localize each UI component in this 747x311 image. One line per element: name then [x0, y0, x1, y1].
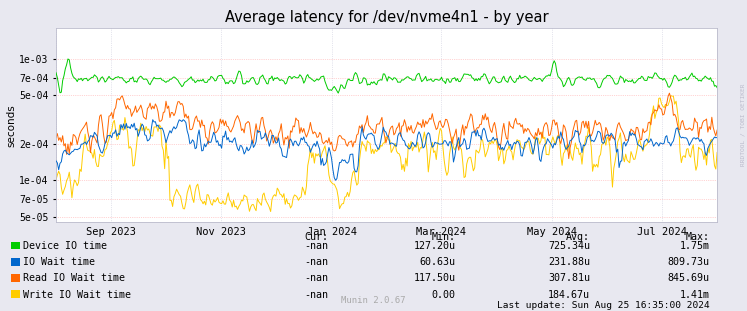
- Text: -nan: -nan: [305, 290, 329, 299]
- Title: Average latency for /dev/nvme4n1 - by year: Average latency for /dev/nvme4n1 - by ye…: [225, 11, 548, 26]
- Text: Device IO time: Device IO time: [23, 241, 107, 251]
- Text: 809.73u: 809.73u: [668, 257, 710, 267]
- Text: Cur:: Cur:: [305, 232, 329, 242]
- Text: Write IO Wait time: Write IO Wait time: [23, 290, 131, 299]
- Text: 845.69u: 845.69u: [668, 273, 710, 283]
- Text: Read IO Wait time: Read IO Wait time: [23, 273, 125, 283]
- Text: 307.81u: 307.81u: [548, 273, 590, 283]
- Text: 184.67u: 184.67u: [548, 290, 590, 299]
- Text: 725.34u: 725.34u: [548, 241, 590, 251]
- Text: RRDTOOL / TOBI OETIKER: RRDTOOL / TOBI OETIKER: [740, 83, 746, 166]
- Text: 117.50u: 117.50u: [414, 273, 456, 283]
- Text: 127.20u: 127.20u: [414, 241, 456, 251]
- Text: Avg:: Avg:: [566, 232, 590, 242]
- Text: Min:: Min:: [432, 232, 456, 242]
- Text: Last update: Sun Aug 25 16:35:00 2024: Last update: Sun Aug 25 16:35:00 2024: [497, 301, 710, 310]
- Text: Munin 2.0.67: Munin 2.0.67: [341, 296, 406, 305]
- Text: 231.88u: 231.88u: [548, 257, 590, 267]
- Y-axis label: seconds: seconds: [6, 104, 16, 146]
- Text: 1.75m: 1.75m: [680, 241, 710, 251]
- Text: 0.00: 0.00: [432, 290, 456, 299]
- Text: -nan: -nan: [305, 257, 329, 267]
- Text: Max:: Max:: [686, 232, 710, 242]
- Text: 1.41m: 1.41m: [680, 290, 710, 299]
- Text: IO Wait time: IO Wait time: [23, 257, 95, 267]
- Text: -nan: -nan: [305, 273, 329, 283]
- Text: -nan: -nan: [305, 241, 329, 251]
- Text: 60.63u: 60.63u: [420, 257, 456, 267]
